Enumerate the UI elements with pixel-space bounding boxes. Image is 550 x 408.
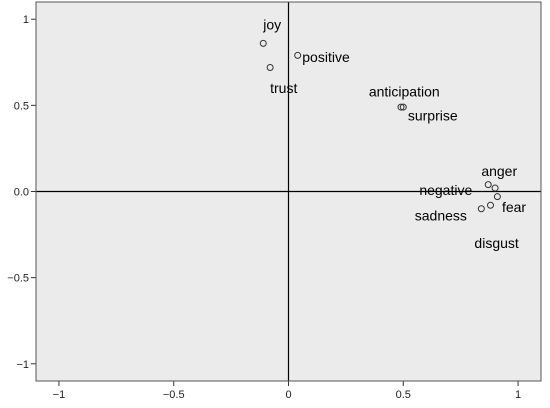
- plot-frame: [35, 1, 542, 382]
- x-tick-label: −1: [53, 389, 66, 401]
- point-label-surprise: surprise: [408, 108, 458, 124]
- point-label-joy: joy: [262, 16, 281, 32]
- point-surprise: [399, 103, 407, 111]
- y-tick-label: 1: [23, 14, 29, 26]
- x-tick-label: 0.5: [396, 389, 411, 401]
- point-label-anger: anger: [481, 163, 517, 179]
- axis-ticks: −1 −0.5 0 0.5 1 1 0.5 0.0 −0.5 −1: [7, 14, 521, 401]
- point-trust: [266, 63, 274, 71]
- point-label-anticipation: anticipation: [369, 84, 440, 100]
- point-label-disgust: disgust: [474, 235, 518, 251]
- point-negative: [491, 184, 499, 192]
- point-positive: [294, 51, 302, 59]
- y-tick-label: −0.5: [7, 273, 29, 285]
- point-label-fear: fear: [502, 199, 526, 215]
- point-disgust: [487, 201, 494, 209]
- y-tick-label: 0.5: [14, 100, 29, 112]
- x-tick-label: 1: [515, 389, 521, 401]
- point-label-negative: negative: [419, 182, 472, 198]
- point-joy: [259, 39, 267, 47]
- point-label-trust: trust: [270, 80, 297, 96]
- point-label-positive: positive: [302, 49, 350, 65]
- x-tick-label: 0: [285, 389, 291, 401]
- point-anticipation: [397, 103, 405, 111]
- point-sadness: [477, 205, 485, 213]
- x-tick-label: −0.5: [163, 389, 185, 401]
- reference-lines: [36, 2, 541, 381]
- data-points: [259, 39, 501, 213]
- point-fear: [493, 193, 501, 201]
- point-labels: joy positive trust anticipation surprise ange…: [262, 16, 526, 251]
- point-label-sadness: sadness: [415, 208, 467, 224]
- y-tick-label: 0.0: [14, 187, 29, 199]
- y-tick-label: −1: [16, 359, 29, 371]
- point-anger: [484, 181, 492, 189]
